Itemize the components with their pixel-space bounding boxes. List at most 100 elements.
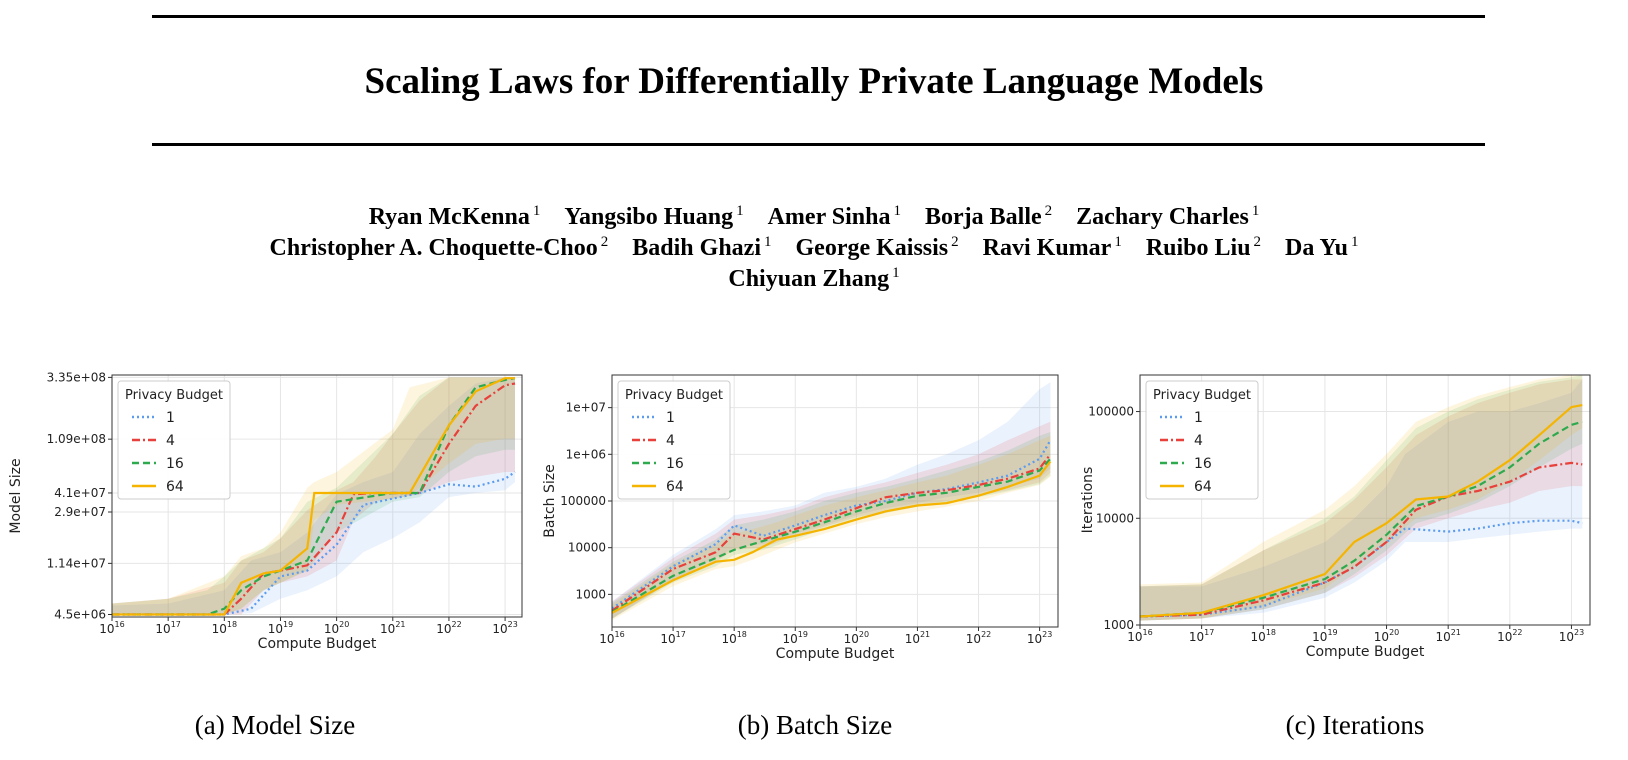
legend-box [1145,380,1259,500]
x-tick-label: 1023 [1559,628,1584,644]
x-tick-exponent: 23 [1042,630,1052,639]
figure-panel-c: 1016 1017 1018 1019 1020 1021 1022 1023 1000 1000… [1080,374,1620,675]
legend-entry: 1 [666,410,675,426]
x-tick-label: 1020 [844,630,869,646]
series-4-line [112,382,516,616]
x-tick-label: 1017 [155,620,180,636]
legend-box [617,380,731,500]
series-1-confidence-band [112,377,515,615]
x-tick-exponent: 18 [1266,628,1276,637]
x-axis-label: Compute Budget [776,646,895,662]
y-axis-label: Batch Size [542,464,558,537]
legend-title: Privacy Budget [625,388,723,403]
author-affiliation: 2 [1044,203,1053,219]
author: Ryan McKenna 1 [368,203,541,230]
plot-frame [611,374,1059,628]
y-tick-label: 1e+07 [566,401,606,415]
series-64-line [1139,404,1583,618]
x-tick-exponent: 17 [171,620,181,629]
series-4-confidence-band [112,377,515,615]
x-tick-label: 1016 [599,630,624,646]
author-affiliation: 1 [1114,234,1122,250]
legend-entry: 64 [166,479,184,495]
legend-title: Privacy Budget [125,388,223,403]
x-tick-label: 1021 [380,620,405,636]
x-tick-exponent: 22 [981,630,991,639]
chart-iterations: 1016 1017 1018 1019 1020 1021 1022 102310001000… [1080,374,1591,660]
x-tick-exponent: 23 [508,620,518,629]
author: Da Yu 1 [1285,234,1359,261]
x-tick-label: 1020 [1374,628,1399,644]
y-tick-label: 1000 [575,587,606,601]
x-tick-label: 1017 [1189,628,1214,644]
x-tick-label: 1016 [99,620,124,636]
author: Ruibo Liu 2 [1145,234,1262,261]
series-4-confidence-band [612,421,1051,619]
x-tick-exponent: 21 [395,620,405,629]
y-tick-label: 3.35e+08 [47,370,106,384]
figure-panel-a: 1016 1017 1018 1019 1020 1021 1022 1023 4.5e+06 1… [0,370,540,675]
series-1-line [112,471,516,616]
x-tick-exponent: 19 [1327,628,1337,637]
plot-frame [1139,374,1591,626]
author-affiliation: 1 [893,203,902,219]
series-1-line [1139,519,1583,618]
series-16-line [611,458,1052,613]
legend-title: Privacy Budget [1153,388,1251,403]
series-1-confidence-band [1140,379,1583,621]
y-tick-label: 1.14e+07 [47,556,106,570]
series-16-line [112,377,516,616]
legend-entry: 4 [166,433,175,449]
author-affiliation: 2 [600,234,609,250]
x-tick-exponent: 22 [1512,628,1522,637]
x-axis-label: Compute Budget [1306,644,1425,660]
x-tick-label: 1022 [1497,628,1522,644]
author: Christopher A. Choquette-Choo 2 [269,234,609,261]
author: Chiyuan Zhang 1 [728,265,900,292]
y-tick-label: 1.09e+08 [47,432,106,446]
legend-entry: 1 [1194,410,1203,426]
y-axis-label: Iterations [1080,467,1096,534]
legend-entry: 16 [166,456,184,472]
series-16-line [1139,420,1583,618]
x-tick-label: 1023 [492,620,517,636]
title-bottom-rule [152,143,1485,146]
x-tick-exponent: 16 [615,630,625,639]
chart-model-size: 1016 1017 1018 1019 1020 1021 1022 1023 4.5e+06 1… [8,370,523,652]
y-tick-label: 10000 [1096,511,1134,525]
author: Yangsibo Huang 1 [564,203,744,230]
legend-entry: 64 [666,479,684,495]
y-tick-label: 2.9e+07 [54,505,106,519]
x-tick-label: 1022 [436,620,461,636]
x-tick-label: 1018 [212,620,237,636]
caption-b: (b) Batch Size [737,710,893,740]
chart-batch-size: 1016 1017 1018 1019 1020 1021 1022 1023 1000 1000… [542,374,1059,662]
author-affiliation: 1 [1350,234,1359,250]
x-tick-label: 1018 [1251,628,1276,644]
series-4-line [1139,461,1583,618]
x-tick-exponent: 20 [339,620,349,629]
series-64-line [112,377,515,616]
x-tick-exponent: 19 [283,620,293,629]
series-16-confidence-band [612,432,1051,619]
x-tick-label: 1018 [721,630,746,646]
x-axis-label: Compute Budget [258,636,377,652]
x-tick-label: 1017 [660,630,685,646]
y-tick-label: 100000 [560,494,606,508]
legend-box [117,380,231,500]
author: Amer Sinha 1 [767,203,902,230]
x-tick-exponent: 20 [859,630,869,639]
x-tick-exponent: 18 [227,620,237,629]
x-tick-label: 1019 [783,630,808,646]
figure-panel-b: 1016 1017 1018 1019 1020 1021 1022 1023 1000 1000… [540,374,1080,675]
y-tick-label: 100000 [1088,405,1134,419]
legend-entry: 4 [1194,433,1203,449]
series-64-confidence-band [1140,375,1583,621]
x-tick-label: 1021 [905,630,930,646]
x-tick-exponent: 16 [115,620,125,629]
x-tick-exponent: 18 [737,630,747,639]
x-tick-label: 1019 [1312,628,1337,644]
author-line-3: Chiyuan Zhang 1 [0,265,1628,293]
caption-a: (a) Model Size [194,710,356,740]
series-16-confidence-band [1140,375,1583,621]
